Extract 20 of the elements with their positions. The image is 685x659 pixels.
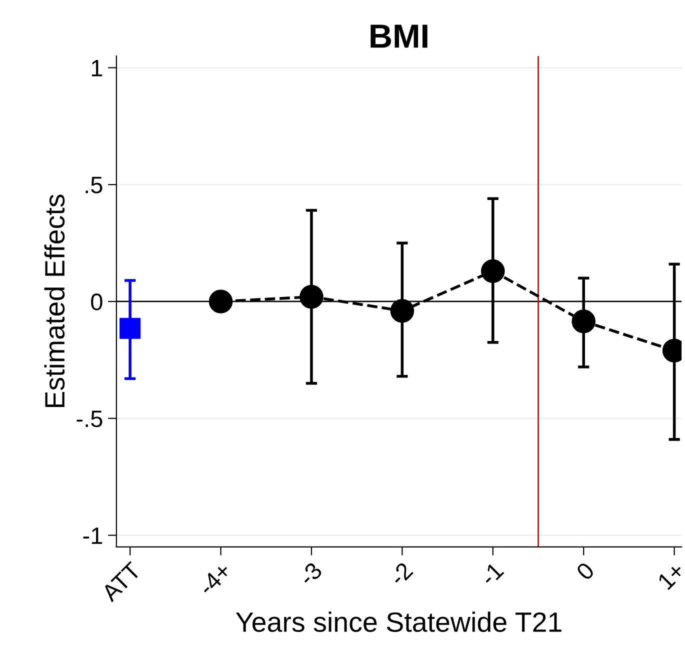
x-tick-label: -4+ bbox=[198, 562, 232, 596]
point bbox=[481, 259, 505, 283]
point bbox=[120, 318, 141, 339]
y-tick-label: -.5 bbox=[76, 410, 102, 428]
point bbox=[300, 284, 324, 309]
x-tick-label: 1+ bbox=[657, 562, 685, 590]
x-tick-label: -2 bbox=[388, 561, 414, 586]
point bbox=[390, 298, 414, 323]
point bbox=[208, 290, 233, 314]
x-tick-label: -3 bbox=[298, 561, 324, 587]
y-tick-label: 0 bbox=[91, 294, 102, 310]
y-tick-label: -1 bbox=[83, 528, 102, 544]
y-axis-title: Estimated Effects bbox=[44, 194, 65, 408]
y-tick-label: 1 bbox=[92, 60, 102, 76]
chart-title: BMI bbox=[370, 24, 428, 48]
y-tick-label: .5 bbox=[86, 176, 102, 194]
x-axis-title: Years since Statewide T21 bbox=[236, 612, 562, 632]
x-tick-label: -1 bbox=[479, 562, 504, 586]
x-tick-label: 0 bbox=[575, 561, 596, 582]
point bbox=[572, 309, 596, 334]
